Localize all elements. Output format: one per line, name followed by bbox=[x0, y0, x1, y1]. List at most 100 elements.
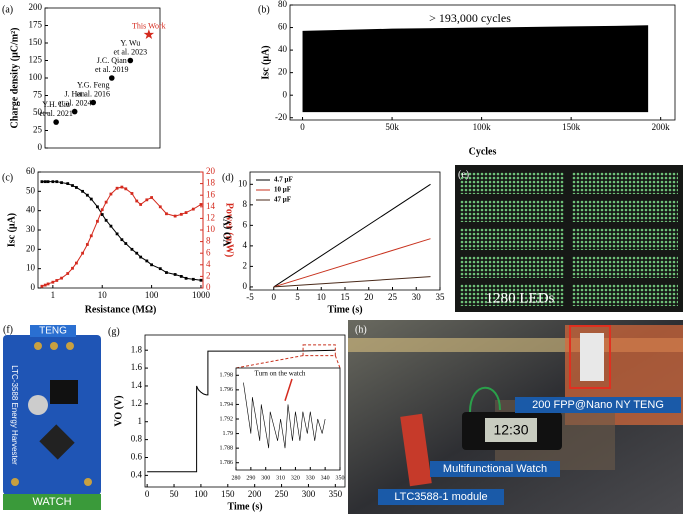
y-tick-label: 60 bbox=[278, 22, 288, 32]
data-point bbox=[90, 99, 97, 106]
data-point bbox=[53, 119, 59, 125]
data-point bbox=[124, 242, 128, 245]
x-tick-label: 310 bbox=[276, 475, 285, 481]
panel-label: (g) bbox=[108, 326, 120, 337]
y-tick-label: 150 bbox=[29, 37, 43, 47]
x-tick-label: 100 bbox=[145, 290, 159, 300]
data-point bbox=[60, 181, 63, 185]
y-tick-label: 40 bbox=[26, 205, 36, 215]
panel-label: (d) bbox=[222, 172, 234, 183]
data-point bbox=[85, 243, 89, 246]
data-point bbox=[191, 277, 195, 281]
data-point bbox=[184, 211, 188, 214]
data-point bbox=[158, 267, 162, 271]
x-tick-label: 200 bbox=[248, 489, 262, 499]
x-tick-label: 0 bbox=[300, 122, 305, 132]
teng-label: TENG bbox=[39, 326, 67, 337]
data-point bbox=[85, 193, 89, 197]
data-point bbox=[43, 180, 47, 184]
y-axis-label: Charge density (μC/m²) bbox=[9, 28, 20, 129]
data-point bbox=[184, 276, 188, 280]
panel-label: (f) bbox=[3, 324, 13, 335]
clock: 12:30 bbox=[493, 422, 528, 438]
data-point bbox=[120, 185, 124, 189]
y-tick-label: -20 bbox=[275, 112, 287, 122]
panel-label: (c) bbox=[2, 172, 13, 183]
x-tick-label: 320 bbox=[291, 475, 300, 481]
data-point bbox=[75, 261, 78, 265]
point-label: et al. 2023 bbox=[114, 47, 148, 56]
photo-e: (e) 1280 LEDs bbox=[455, 165, 683, 312]
y-tick-label: 50 bbox=[33, 107, 43, 117]
data-point bbox=[43, 283, 47, 287]
watch-label: WATCH bbox=[32, 496, 71, 508]
x-tick-label: 10 bbox=[98, 290, 108, 300]
x-tick-label: 1000 bbox=[192, 290, 211, 300]
legend-label: 4.7 μF bbox=[274, 176, 293, 184]
y-tick-label: 1.8 bbox=[131, 344, 143, 354]
x-tick-label: 290 bbox=[246, 475, 255, 481]
y-tick-label: 125 bbox=[29, 55, 43, 65]
y-tick-label: 1.794 bbox=[220, 402, 234, 408]
y-tick-label: 60 bbox=[26, 166, 36, 176]
y2-tick-label: 18 bbox=[206, 178, 216, 188]
x-tick-label: 100k bbox=[473, 122, 492, 132]
x-tick-label: 350 bbox=[329, 489, 343, 499]
y-axis-label: Isc (μA) bbox=[6, 213, 17, 247]
y-tick-label: 200 bbox=[29, 2, 43, 12]
panel-label: (b) bbox=[258, 4, 270, 15]
data-point bbox=[115, 186, 119, 190]
x-axis-label: Resistance (MΩ) bbox=[85, 304, 157, 315]
y2-tick-label: 20 bbox=[206, 166, 216, 176]
data-point bbox=[145, 198, 149, 202]
x-tick-label: 150 bbox=[221, 489, 235, 499]
y-tick-label: 2 bbox=[243, 260, 248, 270]
data-point bbox=[108, 75, 115, 81]
annotation: > 193,000 cycles bbox=[429, 11, 511, 25]
y-tick-label: 1.788 bbox=[220, 446, 234, 452]
board-label: LTC-3588 Energy Harvester bbox=[10, 365, 19, 465]
annotation-arrow bbox=[284, 378, 293, 402]
y-axis-label: Isc (μA) bbox=[260, 45, 271, 79]
y-tick-label: 0 bbox=[283, 89, 288, 99]
y-tick-label: 1.796 bbox=[220, 387, 234, 393]
point-label: et al. 2016 bbox=[76, 89, 110, 98]
data-point bbox=[120, 238, 124, 242]
point-label: et al. 2019 bbox=[95, 65, 129, 74]
x-tick-label: 15 bbox=[341, 292, 351, 302]
data-point bbox=[40, 180, 44, 184]
x-tick-label: 330 bbox=[306, 475, 315, 481]
x-tick-label: 0 bbox=[145, 489, 150, 499]
data-point bbox=[173, 273, 177, 276]
data-point bbox=[46, 180, 50, 184]
x-tick-label: 350 bbox=[336, 475, 345, 481]
data-point bbox=[135, 199, 139, 203]
data-point bbox=[150, 196, 153, 199]
y-tick-label: 100 bbox=[29, 72, 43, 82]
y-tick-label: 10 bbox=[238, 178, 248, 188]
data-point bbox=[124, 187, 128, 191]
y-tick-label: 25 bbox=[33, 125, 43, 135]
y-tick-label: 0 bbox=[38, 142, 43, 152]
y2-tick-label: 6 bbox=[206, 247, 211, 257]
data-point bbox=[179, 212, 183, 216]
connector bbox=[334, 355, 341, 369]
point-label: J.C. Qian bbox=[97, 56, 127, 65]
x-tick-label: 5 bbox=[295, 292, 300, 302]
y-tick-label: 75 bbox=[33, 90, 43, 100]
point-label: Y. Wu bbox=[120, 38, 140, 47]
data-line bbox=[273, 183, 431, 288]
plot-frame bbox=[37, 171, 204, 289]
y2-tick-label: 2 bbox=[206, 270, 211, 280]
point-label: Y.G. Feng bbox=[77, 80, 110, 89]
data-point bbox=[109, 192, 113, 196]
data-point bbox=[104, 218, 108, 222]
y-tick-label: 0 bbox=[31, 282, 36, 292]
legend-label: 10 μF bbox=[274, 186, 291, 194]
module-label: LTC3588-1 module bbox=[394, 491, 487, 503]
annotation: Turn on the watch bbox=[255, 370, 306, 378]
panel-label: (h) bbox=[355, 324, 367, 335]
data-point bbox=[199, 203, 203, 206]
data-point bbox=[139, 203, 143, 206]
